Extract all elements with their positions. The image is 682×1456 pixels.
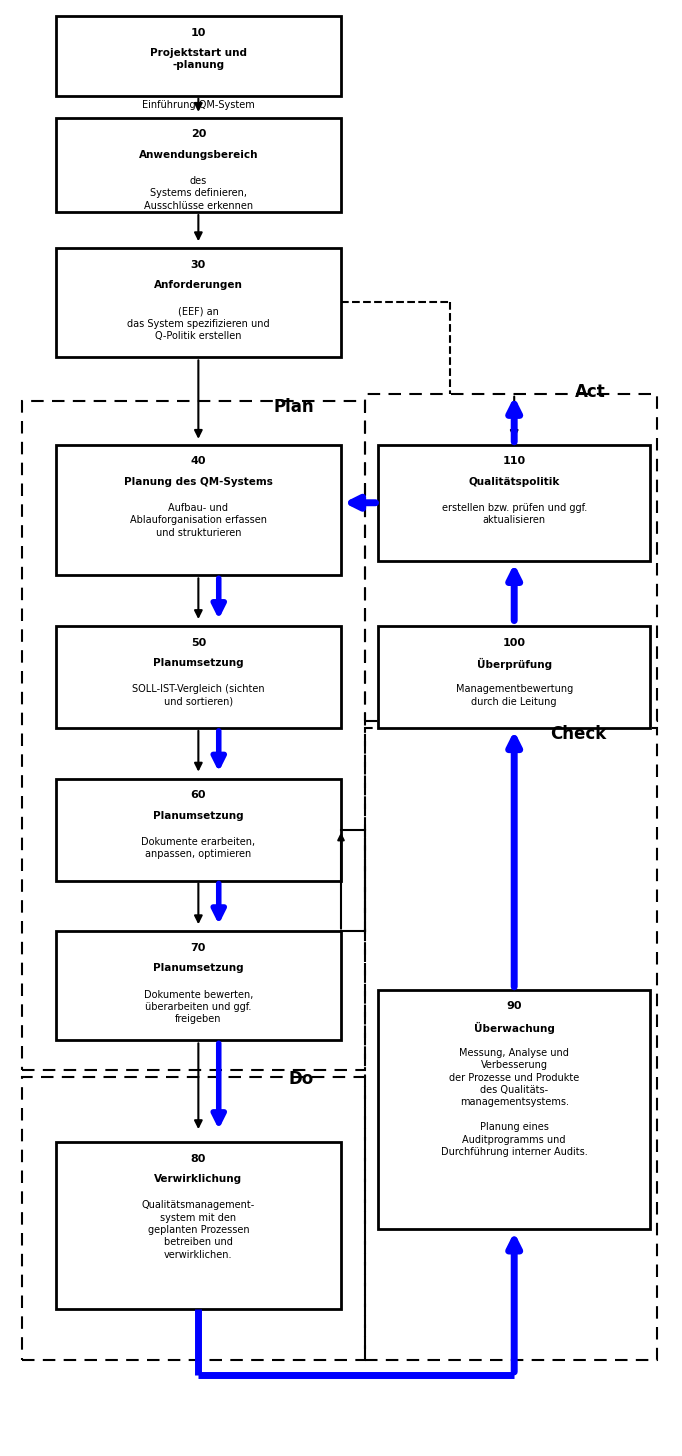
Text: 110: 110 [503, 456, 526, 466]
Text: 10: 10 [191, 28, 206, 38]
FancyBboxPatch shape [379, 626, 650, 728]
Text: Planumsetzung: Planumsetzung [153, 964, 243, 974]
Text: Check: Check [550, 725, 606, 743]
FancyBboxPatch shape [379, 990, 650, 1229]
Text: 60: 60 [190, 791, 206, 801]
Text: Aufbau- und
Ablauforganisation erfassen
und strukturieren: Aufbau- und Ablauforganisation erfassen … [130, 502, 267, 537]
Text: Managementbewertung
durch die Leitung: Managementbewertung durch die Leitung [456, 684, 573, 706]
Text: 30: 30 [191, 261, 206, 269]
Text: Überwachung: Überwachung [474, 1022, 554, 1034]
Text: Verwirklichung: Verwirklichung [154, 1174, 242, 1184]
Text: 50: 50 [191, 638, 206, 648]
FancyBboxPatch shape [56, 249, 341, 357]
Text: 100: 100 [503, 638, 526, 648]
Text: Anforderungen: Anforderungen [154, 281, 243, 290]
Text: Qualitätsmanagement-
system mit den
geplanten Prozessen
betreiben und
verwirklic: Qualitätsmanagement- system mit den gepl… [142, 1200, 255, 1259]
Text: Qualitätspolitik: Qualitätspolitik [469, 476, 560, 486]
Text: 20: 20 [191, 130, 206, 140]
FancyBboxPatch shape [56, 444, 341, 575]
Text: 90: 90 [507, 1002, 522, 1012]
FancyBboxPatch shape [56, 626, 341, 728]
Text: Plan: Plan [273, 397, 314, 415]
Text: Planumsetzung: Planumsetzung [153, 658, 243, 668]
Text: 40: 40 [190, 456, 206, 466]
Text: Planumsetzung: Planumsetzung [153, 811, 243, 821]
Text: Messung, Analyse und
Verbesserung
der Prozesse und Produkte
des Qualitäts-
manag: Messung, Analyse und Verbesserung der Pr… [441, 1048, 588, 1158]
Text: 80: 80 [191, 1153, 206, 1163]
FancyBboxPatch shape [56, 779, 341, 881]
Text: Dokumente erarbeiten,
anpassen, optimieren: Dokumente erarbeiten, anpassen, optimier… [141, 837, 256, 859]
Text: 70: 70 [191, 943, 206, 954]
FancyBboxPatch shape [56, 16, 341, 96]
Text: (EEF) an
das System spezifizieren und
Q-Politik erstellen: (EEF) an das System spezifizieren und Q-… [127, 307, 269, 341]
Text: des
Systems definieren,
Ausschlüsse erkennen: des Systems definieren, Ausschlüsse erke… [144, 176, 253, 211]
Text: Do: Do [288, 1070, 314, 1089]
Text: Act: Act [575, 383, 606, 400]
FancyBboxPatch shape [56, 118, 341, 213]
Text: Anwendungsbereich: Anwendungsbereich [138, 150, 258, 160]
Text: Planung des QM-Systems: Planung des QM-Systems [124, 476, 273, 486]
Text: Einführung QM-System: Einführung QM-System [142, 100, 255, 111]
Text: SOLL-IST-Vergleich (sichten
und sortieren): SOLL-IST-Vergleich (sichten und sortiere… [132, 684, 265, 706]
Text: Überprüfung: Überprüfung [477, 658, 552, 670]
FancyBboxPatch shape [56, 1142, 341, 1309]
Text: Dokumente bewerten,
überarbeiten und ggf.
freigeben: Dokumente bewerten, überarbeiten und ggf… [144, 990, 253, 1025]
FancyBboxPatch shape [379, 444, 650, 561]
Text: erstellen bzw. prüfen und ggf.
aktualisieren: erstellen bzw. prüfen und ggf. aktualisi… [441, 502, 587, 526]
Text: Projektstart und
-planung: Projektstart und -planung [150, 48, 247, 70]
FancyBboxPatch shape [56, 932, 341, 1041]
